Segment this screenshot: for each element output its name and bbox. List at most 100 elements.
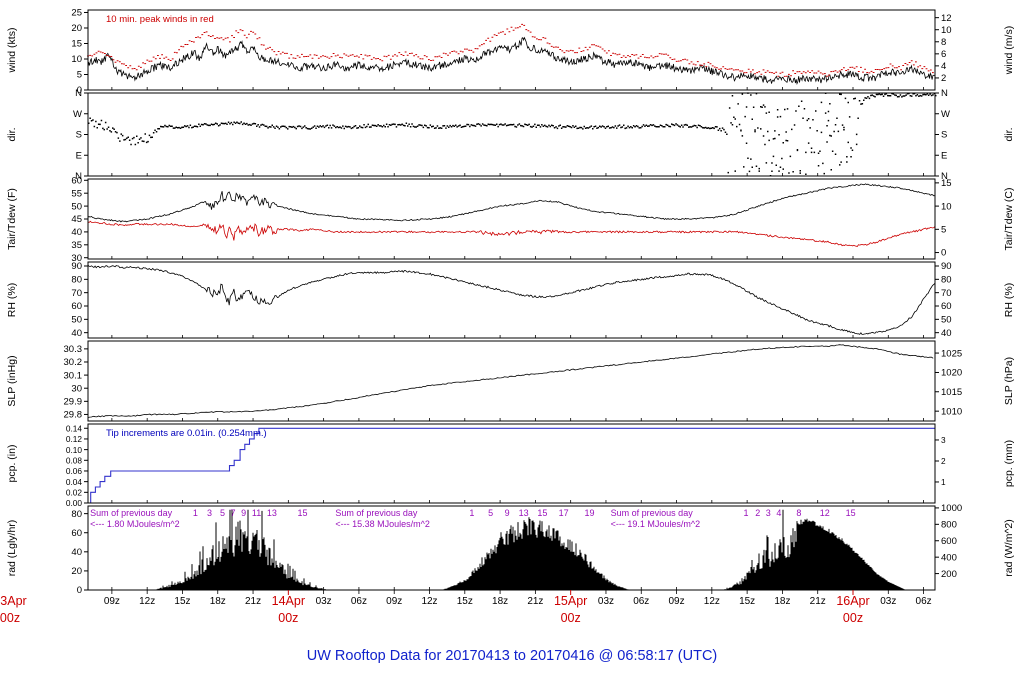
panel-note-pcp: Tip increments are 0.01in. (0.254mm.): [106, 428, 267, 439]
y-tick-label-left-rh: 40: [71, 328, 82, 339]
y-tick-label-right-pcp: 2: [941, 456, 946, 466]
y-tick-label-left-pcp: 0.08: [66, 455, 83, 465]
y-tick-label-left-slp: 29.9: [64, 397, 83, 408]
y-tick-label-left-pcp: 0.04: [66, 477, 83, 487]
x-tick-label: 06z: [633, 596, 649, 607]
y-tick-label-right-dir: E: [941, 150, 947, 161]
y-tick-label-left-slp: 30.1: [64, 370, 83, 381]
y-tick-label-left-dir: N: [75, 88, 82, 99]
series-air_temperature_f: [87, 183, 936, 223]
rad-hour-mark: 5: [488, 508, 493, 518]
y-tick-label-left-pcp: 0.00: [66, 498, 83, 508]
y-tick-label-right-tair: 10: [941, 201, 952, 212]
y-tick-label-left-rad: 20: [71, 566, 82, 577]
y-tick-label-left-pcp: 0.06: [66, 466, 83, 476]
rad-sum-line2: <--- 19.1 MJoules/m^2: [611, 519, 701, 529]
y-tick-label-left-rad: 80: [71, 509, 82, 520]
y-tick-label-right-rh: 90: [941, 261, 952, 272]
y-tick-label-right-pcp: 3: [941, 435, 946, 445]
y-tick-label-right-slp: 1010: [941, 406, 962, 417]
axis-label-right-rad: rad (W/m^2): [1003, 519, 1015, 576]
y-tick-label-right-wind: 6: [941, 49, 946, 60]
y-tick-label-right-slp: 1015: [941, 387, 962, 398]
rad-hour-mark: 3: [766, 508, 771, 518]
rad-hour-mark: 1: [743, 508, 748, 518]
rad-hour-mark: 15: [297, 508, 307, 518]
y-tick-label-right-pcp: 1: [941, 477, 946, 487]
x-date-label: 15Apr: [554, 594, 587, 608]
rad-sum-line1: Sum of previous day: [335, 508, 418, 518]
y-tick-label-right-dir: W: [941, 109, 950, 120]
y-tick-label-left-pcp: 0.10: [66, 445, 83, 455]
y-tick-label-left-tair: 40: [71, 227, 82, 238]
y-tick-label-left-tair: 55: [71, 188, 82, 199]
y-tick-label-right-rad: 200: [941, 569, 957, 580]
y-tick-label-right-dir: S: [941, 130, 947, 141]
y-tick-label-right-tair: 5: [941, 225, 946, 236]
axis-label-left-dir: dir.: [6, 127, 18, 141]
rad-hour-mark: 9: [241, 508, 246, 518]
y-tick-label-left-wind: 15: [71, 39, 82, 50]
y-tick-label-right-rad: 600: [941, 536, 957, 547]
y-tick-label-right-wind: 10: [941, 25, 952, 36]
rad-hour-mark: 19: [584, 508, 594, 518]
y-tick-label-left-slp: 29.8: [64, 410, 83, 421]
x-tick-label: 15z: [739, 596, 755, 607]
x-tick-label: 03z: [316, 596, 332, 607]
y-tick-label-right-wind: 8: [941, 37, 946, 48]
chart-title: UW Rooftop Data for 20170413 to 20170416…: [306, 648, 718, 664]
x-tick-label: 09z: [104, 596, 120, 607]
rad-hour-mark: 15: [846, 508, 856, 518]
series-solar_radiation_lyhr: [154, 509, 906, 590]
x-tick-label: 18z: [210, 596, 226, 607]
x-tick-label: 21z: [245, 596, 261, 607]
series-dewpoint_f: [87, 220, 936, 247]
y-tick-label-left-rad: 40: [71, 547, 82, 558]
x-tick-label: 12z: [704, 596, 720, 607]
y-tick-label-left-slp: 30.2: [64, 357, 83, 368]
rad-hour-mark: 4: [776, 508, 781, 518]
y-tick-label-left-dir: N: [75, 171, 82, 182]
x-tick-label: 12z: [421, 596, 437, 607]
y-tick-label-right-slp: 1025: [941, 348, 962, 359]
rad-hour-mark: 3: [207, 508, 212, 518]
rad-hour-mark: 11: [252, 508, 261, 518]
y-tick-label-right-rad: 1000: [941, 503, 962, 514]
x-date-label: 16Apr: [836, 594, 869, 608]
y-tick-label-left-slp: 30.3: [64, 344, 83, 355]
x-tick-label: 09z: [668, 596, 684, 607]
x-tick-label: 18z: [774, 596, 790, 607]
axis-label-left-pcp: pcp. (in): [6, 445, 18, 483]
y-tick-label-left-slp: 30: [71, 383, 82, 394]
y-tick-label-right-tair: 0: [941, 248, 946, 259]
y-tick-label-left-rh: 80: [71, 275, 82, 286]
panel-tair-border: [87, 178, 936, 260]
axis-label-left-rad: rad (Lgly/hr): [6, 520, 18, 577]
x-left-edge-date: 13Apr: [0, 594, 27, 608]
axis-label-left-rh: RH (%): [6, 283, 18, 317]
y-tick-label-left-tair: 35: [71, 240, 82, 251]
x-tick-label: 06z: [351, 596, 367, 607]
panel-wind-border: [87, 9, 936, 91]
rad-hour-mark: 17: [559, 508, 569, 518]
panel-slp-border: [87, 340, 936, 422]
panel-note-wind: 10 min. peak winds in red: [106, 14, 214, 25]
rad-hour-mark: 2: [755, 508, 760, 518]
y-tick-label-left-rh: 60: [71, 301, 82, 312]
y-tick-label-left-tair: 50: [71, 201, 82, 212]
panel-rh-border: [87, 261, 936, 339]
y-tick-label-right-rh: 70: [941, 288, 952, 299]
y-tick-label-right-rh: 80: [941, 275, 952, 286]
y-tick-label-left-wind: 25: [71, 8, 82, 19]
rad-hour-mark: 7: [231, 508, 236, 518]
rad-sum-line2: <--- 15.38 MJoules/m^2: [335, 519, 430, 529]
y-tick-label-left-rad: 0: [77, 585, 82, 596]
y-tick-label-left-pcp: 0.14: [66, 423, 83, 433]
y-tick-label-left-wind: 5: [77, 70, 82, 81]
panel-rad-border: [87, 505, 936, 591]
axis-label-right-rh: RH (%): [1003, 283, 1015, 317]
y-tick-label-left-pcp: 0.02: [66, 488, 83, 498]
rad-hour-mark: 5: [220, 508, 225, 518]
rad-sum-line1: Sum of previous day: [90, 508, 173, 518]
x-tick-label: 06z: [916, 596, 932, 607]
